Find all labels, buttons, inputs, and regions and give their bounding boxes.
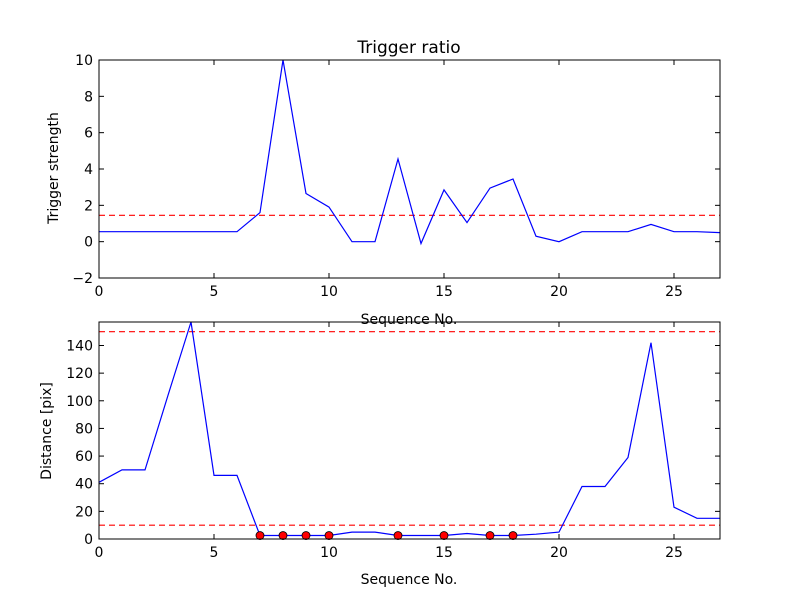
x-tick-label: 0 — [95, 545, 104, 561]
y-tick-label: 2 — [84, 198, 93, 214]
x-tick-label: 15 — [435, 284, 453, 300]
series-layer — [99, 59, 721, 246]
data-point-marker — [324, 531, 334, 540]
trigger-ratio-plot: Trigger ratio Sequence No. Trigger stren… — [46, 38, 721, 328]
data-point-marker — [255, 531, 265, 540]
y-tick-label: 4 — [84, 162, 93, 178]
series-layer — [98, 321, 720, 537]
data-point-marker — [301, 531, 311, 540]
x-tick-label: 5 — [210, 545, 219, 561]
plot-frame — [98, 59, 721, 279]
x-tick-label: 0 — [95, 284, 104, 300]
x-tick-label: 10 — [320, 284, 338, 300]
x-tick-label: 10 — [320, 545, 338, 561]
plot-title: Trigger ratio — [356, 38, 460, 58]
series-line — [98, 321, 720, 537]
y-tick-label: 120 — [66, 366, 93, 382]
data-point-marker — [439, 531, 449, 540]
tick-layer: 0 5 10 15 20 25 0 20 40 60 80 100 120 140 — [66, 322, 720, 561]
y-tick-label: 40 — [75, 477, 93, 493]
x-tick-label: 25 — [665, 545, 683, 561]
y-tick-label: 0 — [84, 532, 93, 548]
x-axis-label: Sequence No. — [361, 312, 458, 328]
x-tick-label: 5 — [210, 284, 219, 300]
data-point-marker — [508, 531, 518, 540]
y-tick-label: 0 — [84, 235, 93, 251]
y-tick-label: −2 — [72, 271, 93, 287]
y-tick-label: 100 — [66, 394, 93, 410]
marker-layer — [255, 531, 518, 540]
y-tick-label: 80 — [75, 421, 93, 437]
y-tick-label: 140 — [66, 338, 93, 354]
y-tick-label: 8 — [84, 89, 93, 105]
x-tick-label: 20 — [550, 545, 568, 561]
y-tick-label: 60 — [75, 449, 93, 465]
y-axis-label: Distance [pix] — [39, 382, 55, 480]
x-axis-label: Sequence No. — [361, 572, 458, 588]
data-point-marker — [393, 531, 403, 540]
y-axis-label: Trigger strength — [46, 112, 62, 225]
data-point-marker — [485, 531, 495, 540]
y-tick-label: 6 — [84, 126, 93, 142]
y-tick-label: 20 — [75, 504, 93, 520]
data-point-marker — [278, 531, 288, 540]
distance-plot: Sequence No. Distance [pix] 0 5 10 15 20 25 0 2… — [39, 321, 721, 588]
y-tick-label: 10 — [75, 53, 93, 69]
plot-frame — [98, 321, 721, 540]
x-tick-label: 25 — [665, 284, 683, 300]
x-tick-label: 15 — [435, 545, 453, 561]
series-line — [99, 59, 721, 246]
x-tick-label: 20 — [550, 284, 568, 300]
reference-line-layer — [99, 331, 720, 526]
